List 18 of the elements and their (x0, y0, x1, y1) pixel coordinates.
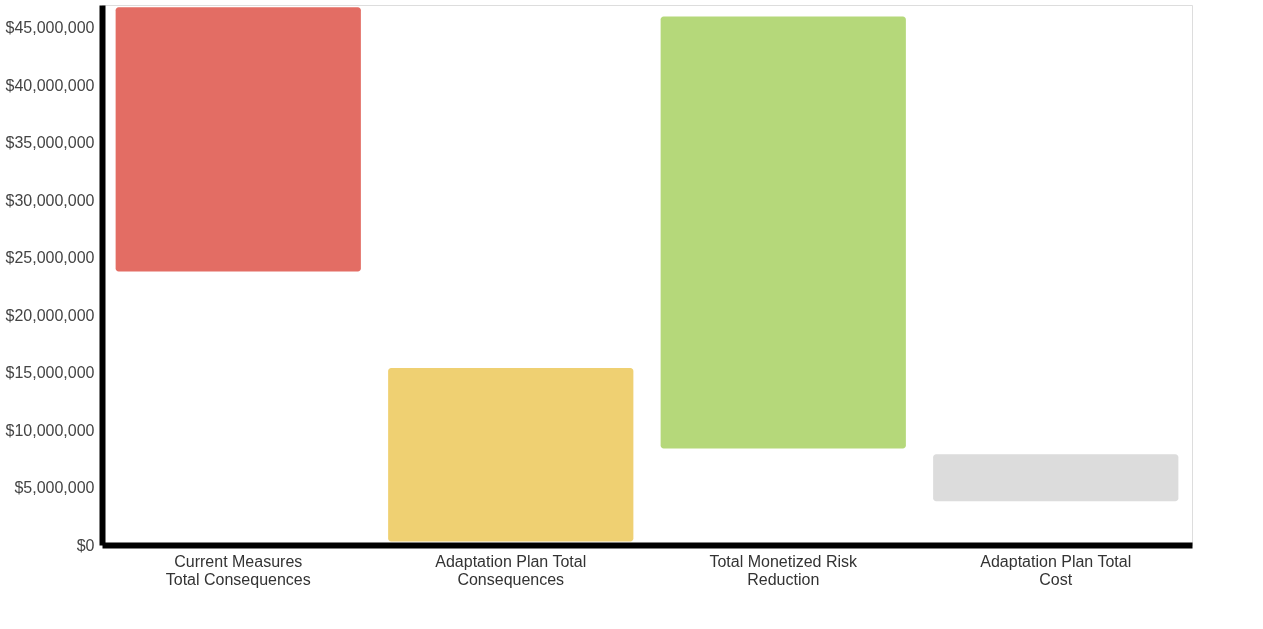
x-tick-label: Adaptation Plan Total Cost (980, 552, 1132, 588)
y-tick-label: $20,000,000 (5, 306, 95, 324)
y-tick-label: $35,000,000 (5, 134, 95, 152)
y-tick-label: $25,000,000 (5, 249, 95, 267)
bar (660, 16, 906, 449)
bar (115, 7, 361, 272)
x-tick-label: Current Measures Total Consequences (165, 552, 311, 588)
x-tick-label: Total Monetized Risk Reduction (709, 552, 859, 588)
y-tick-label: $40,000,000 (5, 76, 95, 94)
y-tick-label: $30,000,000 (5, 191, 95, 209)
bar (933, 454, 1179, 502)
y-tick-label: $10,000,000 (5, 421, 95, 439)
x-tick-label: Adaptation Plan Total Consequences (435, 552, 587, 588)
y-tick-label: $5,000,000 (14, 479, 95, 497)
y-tick-label: $0 (76, 536, 95, 554)
y-tick-label: $15,000,000 (5, 364, 95, 382)
y-tick-label: $45,000,000 (5, 19, 95, 37)
bar (388, 368, 634, 542)
